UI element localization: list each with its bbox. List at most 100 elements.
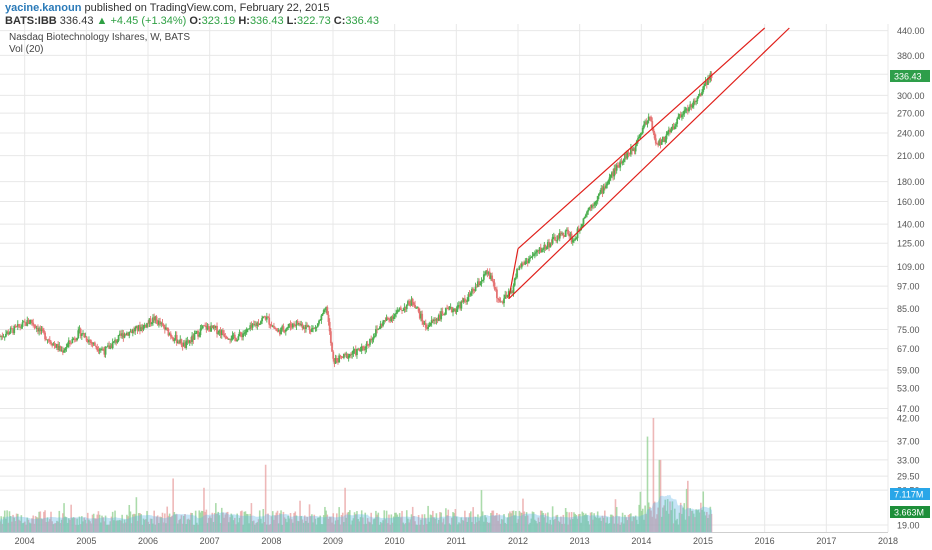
volume-bar [416,524,419,532]
volume-bar [484,515,486,532]
volume-bar [709,506,712,532]
volume-bar [606,517,608,532]
volume-bar [698,512,701,532]
volume-bar [561,523,563,532]
volume-bar [369,522,371,532]
volume-bar [332,513,335,532]
candle-body [437,315,440,321]
volume-bar [492,510,495,532]
volume-bar [505,524,508,532]
candle-body [588,207,591,210]
volume-bar [152,523,154,532]
volume-bar [63,503,65,532]
volume-bar [320,524,323,532]
candle-body [392,316,395,319]
symbol-label[interactable]: BATS:IBB [5,15,57,27]
volume-bar [282,511,285,532]
volume-bar [645,514,648,532]
candle-body [676,118,679,124]
volume-bar [493,516,496,532]
channel-line[interactable] [517,27,766,250]
volume-bar [370,512,372,532]
candle-body [142,325,145,330]
volume-bar [327,518,330,532]
candle-body [254,324,256,326]
candle-body [178,341,180,344]
volume-bar [321,524,324,532]
volume-bar [128,504,131,532]
volume-bar [557,520,560,532]
candle-body [337,361,339,363]
volume-bar [483,521,485,532]
volume-bar [594,516,597,532]
candle-body [538,247,541,252]
y-tick-label: 59.00 [897,366,920,376]
candle-body [522,263,524,265]
candle-body [333,358,336,364]
volume-bar [231,515,234,532]
x-tick-label: 2012 [508,536,528,546]
candle-body [188,340,191,343]
candle-body [246,328,249,330]
volume-bar [614,499,617,532]
volume-bar [110,516,113,532]
candle-body [365,343,368,349]
candle-body [95,345,97,348]
volume-bar [19,520,21,532]
volume-bar [475,522,478,532]
volume-bar [671,501,674,532]
volume-bar [101,515,103,532]
volume-bar [566,511,568,532]
channel-line[interactable] [508,27,790,300]
candle-body [351,353,354,355]
volume-bar [331,522,333,532]
volume-bar [66,522,69,532]
candle-body [224,336,227,338]
channel-start-line[interactable] [508,248,519,299]
candle-body [0,336,1,338]
candle-body [624,153,626,159]
candle-body [416,307,419,309]
volume-bar [305,520,307,532]
volume-bar [548,523,550,532]
candle-body [699,93,702,96]
volume-bar [223,517,225,532]
author-link[interactable]: yacine.kanoun [5,2,82,14]
candle-body [120,333,122,336]
volume-bar [631,521,633,532]
candle-body [287,326,290,328]
candle-body [454,308,457,313]
candle-body [596,196,599,201]
candle-body [424,323,427,328]
candle-body [341,357,344,358]
volume-bar [132,514,134,532]
volume-bar [627,514,630,532]
volume-bar [40,518,43,532]
volume-bar [550,524,553,532]
candle-body [408,301,411,305]
candle-body [469,292,472,296]
volume-bar [77,524,80,532]
candle-body [505,294,508,297]
volume-bar [682,507,684,532]
volume-bar [696,510,699,532]
volume-bar [683,503,686,532]
volume-bar [467,517,470,532]
volume-bar [545,522,548,532]
volume-bar [187,518,190,532]
volume-bar [159,516,161,532]
candle-body [360,346,363,351]
candle-body [619,161,622,168]
volume-bar [382,520,384,532]
volume-bar [672,523,675,532]
candle-body [60,350,63,352]
volume-bar [9,516,12,532]
candle-body [402,310,405,311]
volume-bar [83,517,85,532]
candle-body [703,83,706,87]
x-tick-label: 2015 [693,536,713,546]
candle-body [429,323,432,326]
candle-body [165,327,167,330]
volume-bar [222,512,224,532]
